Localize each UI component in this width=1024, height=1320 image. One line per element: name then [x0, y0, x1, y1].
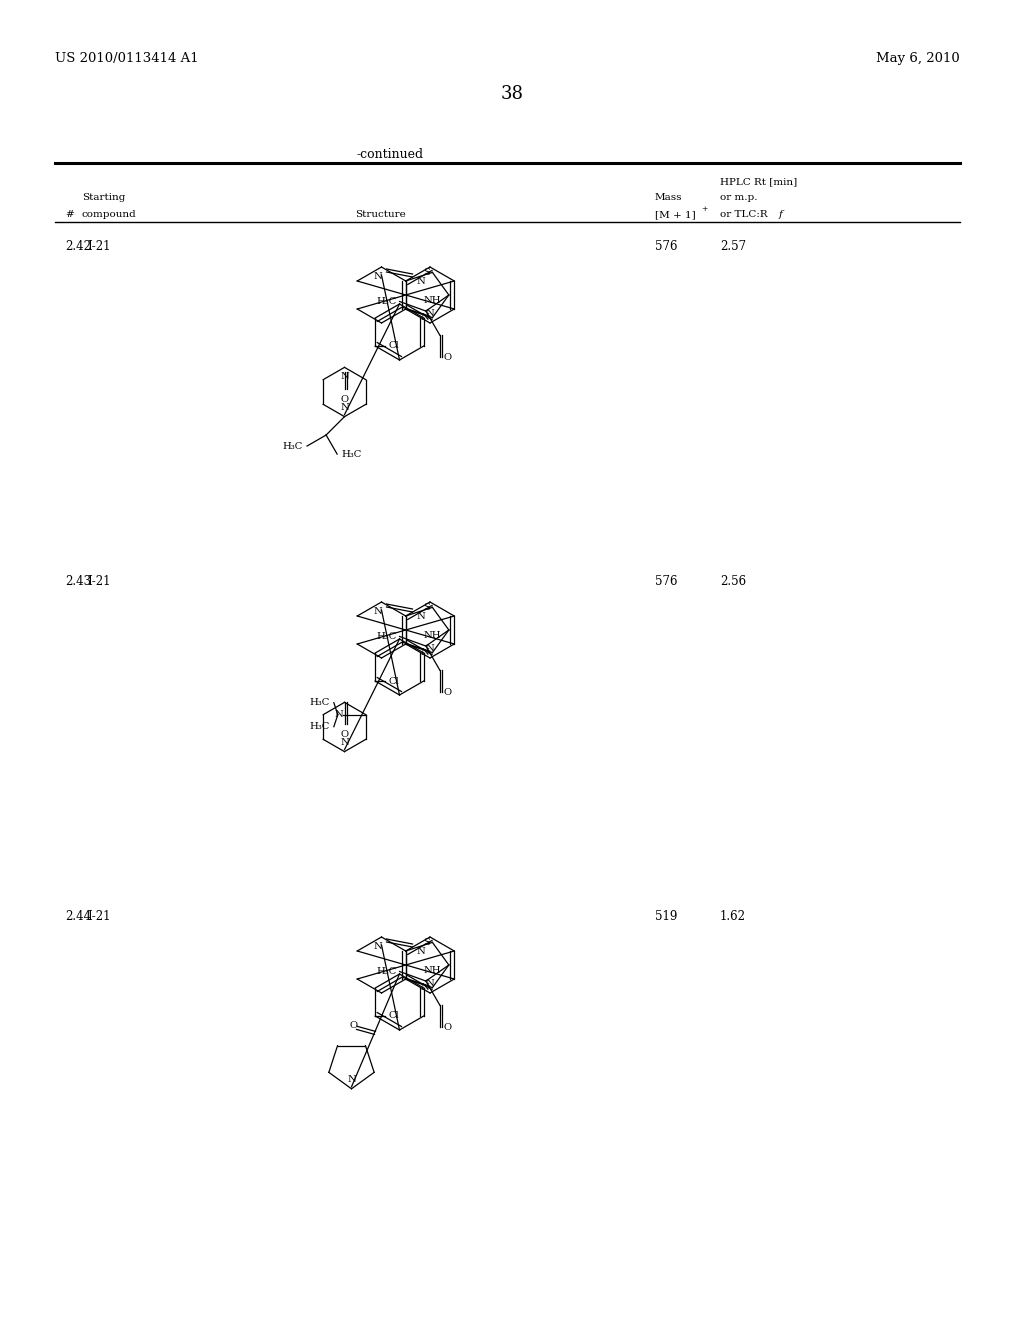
Text: NH: NH [424, 966, 441, 975]
Text: O: O [340, 730, 348, 739]
Text: S: S [424, 937, 430, 946]
Text: O: O [443, 352, 452, 362]
Text: or m.p.: or m.p. [720, 193, 758, 202]
Text: O: O [443, 1023, 452, 1032]
Text: N: N [373, 607, 382, 616]
Text: H₃C: H₃C [309, 722, 330, 731]
Text: HPLC Rt [min]: HPLC Rt [min] [720, 177, 798, 186]
Text: +: + [701, 205, 708, 213]
Text: compound: compound [82, 210, 137, 219]
Text: US 2010/0113414 A1: US 2010/0113414 A1 [55, 51, 199, 65]
Text: H₃C: H₃C [283, 441, 303, 450]
Text: 519: 519 [655, 909, 677, 923]
Text: 2.56: 2.56 [720, 576, 746, 587]
Text: NH: NH [424, 631, 441, 640]
Text: 1.62: 1.62 [720, 909, 746, 923]
Text: Cl: Cl [388, 676, 399, 685]
Text: Cl: Cl [388, 342, 399, 351]
Text: H₃C: H₃C [309, 698, 330, 708]
Text: 2.43: 2.43 [65, 576, 91, 587]
Text: N: N [417, 946, 425, 956]
Text: O: O [340, 396, 348, 404]
Text: H₃C: H₃C [376, 968, 396, 975]
Text: O: O [349, 1022, 357, 1031]
Text: H₃C: H₃C [376, 297, 396, 306]
Text: N: N [340, 403, 349, 412]
Text: May 6, 2010: May 6, 2010 [877, 51, 961, 65]
Text: NH: NH [424, 296, 441, 305]
Text: 576: 576 [655, 240, 678, 253]
Text: O: O [443, 688, 452, 697]
Text: N: N [347, 1074, 356, 1084]
Text: f: f [779, 210, 783, 219]
Text: -continued: -continued [356, 148, 424, 161]
Text: N: N [373, 272, 382, 281]
Text: Mass: Mass [655, 193, 683, 202]
Text: [M + 1]: [M + 1] [655, 210, 695, 219]
Text: N: N [426, 644, 434, 653]
Text: H₃C: H₃C [376, 632, 396, 642]
Text: N: N [421, 983, 429, 993]
Text: 38: 38 [501, 84, 523, 103]
Text: S: S [424, 268, 430, 277]
Text: I-21: I-21 [87, 576, 111, 587]
Text: Starting: Starting [82, 193, 125, 202]
Text: N: N [426, 309, 434, 318]
Text: Structure: Structure [354, 210, 406, 219]
Text: 576: 576 [655, 576, 678, 587]
Text: S: S [424, 603, 430, 612]
Text: N: N [417, 612, 425, 620]
Text: #: # [65, 210, 74, 219]
Text: N: N [421, 313, 429, 322]
Text: N: N [417, 277, 425, 286]
Text: 2.42: 2.42 [65, 240, 91, 253]
Text: or TLC:R: or TLC:R [720, 210, 768, 219]
Text: I-21: I-21 [87, 909, 111, 923]
Text: N: N [340, 738, 349, 747]
Text: N: N [373, 942, 382, 950]
Text: N: N [334, 710, 343, 719]
Text: N: N [426, 979, 434, 987]
Text: 2.57: 2.57 [720, 240, 746, 253]
Text: H₃C: H₃C [341, 450, 361, 458]
Text: 2.44: 2.44 [65, 909, 91, 923]
Text: I-21: I-21 [87, 240, 111, 253]
Text: N: N [421, 648, 429, 657]
Text: N: N [340, 372, 349, 381]
Text: Cl: Cl [388, 1011, 399, 1020]
